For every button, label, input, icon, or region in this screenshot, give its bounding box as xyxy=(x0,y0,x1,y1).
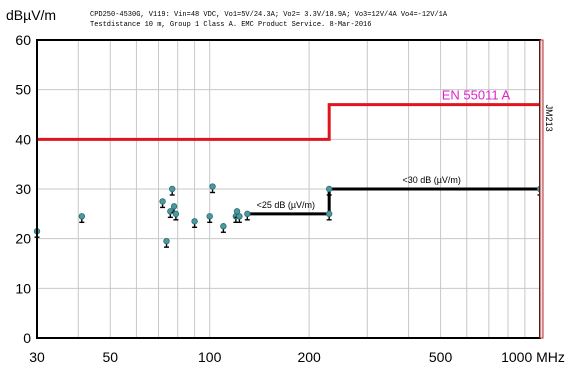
right-edge-strip xyxy=(539,39,544,339)
y-tick-label: 20 xyxy=(15,231,31,247)
limit-line xyxy=(37,103,540,141)
x-tick-label: 500 xyxy=(429,349,453,365)
measurement-dot xyxy=(159,198,166,205)
measurement-dot xyxy=(172,210,180,218)
measurement-dot xyxy=(170,203,178,210)
measurement-point xyxy=(209,183,216,194)
y-tick-label: 60 xyxy=(15,32,31,48)
measurement-point xyxy=(159,198,166,209)
measurement-dot xyxy=(206,213,213,220)
measurement-point xyxy=(236,213,243,224)
measurement-dot xyxy=(167,208,174,215)
margin-line xyxy=(247,187,540,216)
measurement-point xyxy=(169,185,176,196)
measurement-dot xyxy=(244,210,251,218)
margin-line-label: <25 dB (µV/m) xyxy=(257,200,315,210)
measurement-dot xyxy=(191,218,198,225)
y-tick-label: 40 xyxy=(15,131,31,147)
x-tick-label: 100 xyxy=(198,349,222,365)
y-tick-label: 30 xyxy=(15,181,31,197)
y-tick-label: 10 xyxy=(15,280,31,296)
header-line-1: CPD250-4530G, V119: Vin=48 VDC, Vo1=5V/2… xyxy=(90,11,448,19)
measurement-point xyxy=(78,213,86,224)
tick-labels: 0 10 20 30 40 50 60 30 50 100 200 500 1000 MHz xyxy=(15,32,564,365)
y-tick-label: 0 xyxy=(23,330,31,346)
measurement-point xyxy=(206,213,213,224)
margin-line-group: <25 dB (µV/m) <30 dB (µV/m) xyxy=(247,175,540,216)
measurement-dot xyxy=(169,185,176,193)
y-axis-label: dBµV/m xyxy=(6,7,56,23)
x-tick-label: 30 xyxy=(29,349,45,365)
measurement-dot xyxy=(220,223,227,230)
header-line-2: Testdistance 10 m, Group 1 Class A. EMC … xyxy=(90,21,371,29)
limit-line-label: EN 55011 A xyxy=(442,88,511,103)
measurement-dot xyxy=(325,185,333,193)
measurement-dot xyxy=(325,210,333,218)
x-tick-label: 200 xyxy=(297,349,321,365)
measurement-point xyxy=(325,185,333,196)
measurement-point xyxy=(172,210,180,221)
x-tick-label: 50 xyxy=(102,349,118,365)
measurement-point xyxy=(325,210,333,221)
measurement-point xyxy=(163,237,170,248)
measurement-point xyxy=(167,208,174,219)
measurement-dot xyxy=(236,213,243,220)
measurement-point xyxy=(244,210,251,221)
limit-line-group: EN 55011 A xyxy=(37,88,540,141)
margin-line-label: <30 dB (µV/m) xyxy=(402,175,460,185)
measurement-dot xyxy=(163,237,170,245)
y-tick-label: 50 xyxy=(15,82,31,98)
measurement-dot xyxy=(209,183,216,190)
measurement-dot xyxy=(78,213,86,220)
side-label: JM213 xyxy=(544,105,554,132)
measurement-point xyxy=(220,223,227,233)
measurement-point xyxy=(191,218,198,228)
x-tick-label: 1000 MHz xyxy=(501,349,565,365)
